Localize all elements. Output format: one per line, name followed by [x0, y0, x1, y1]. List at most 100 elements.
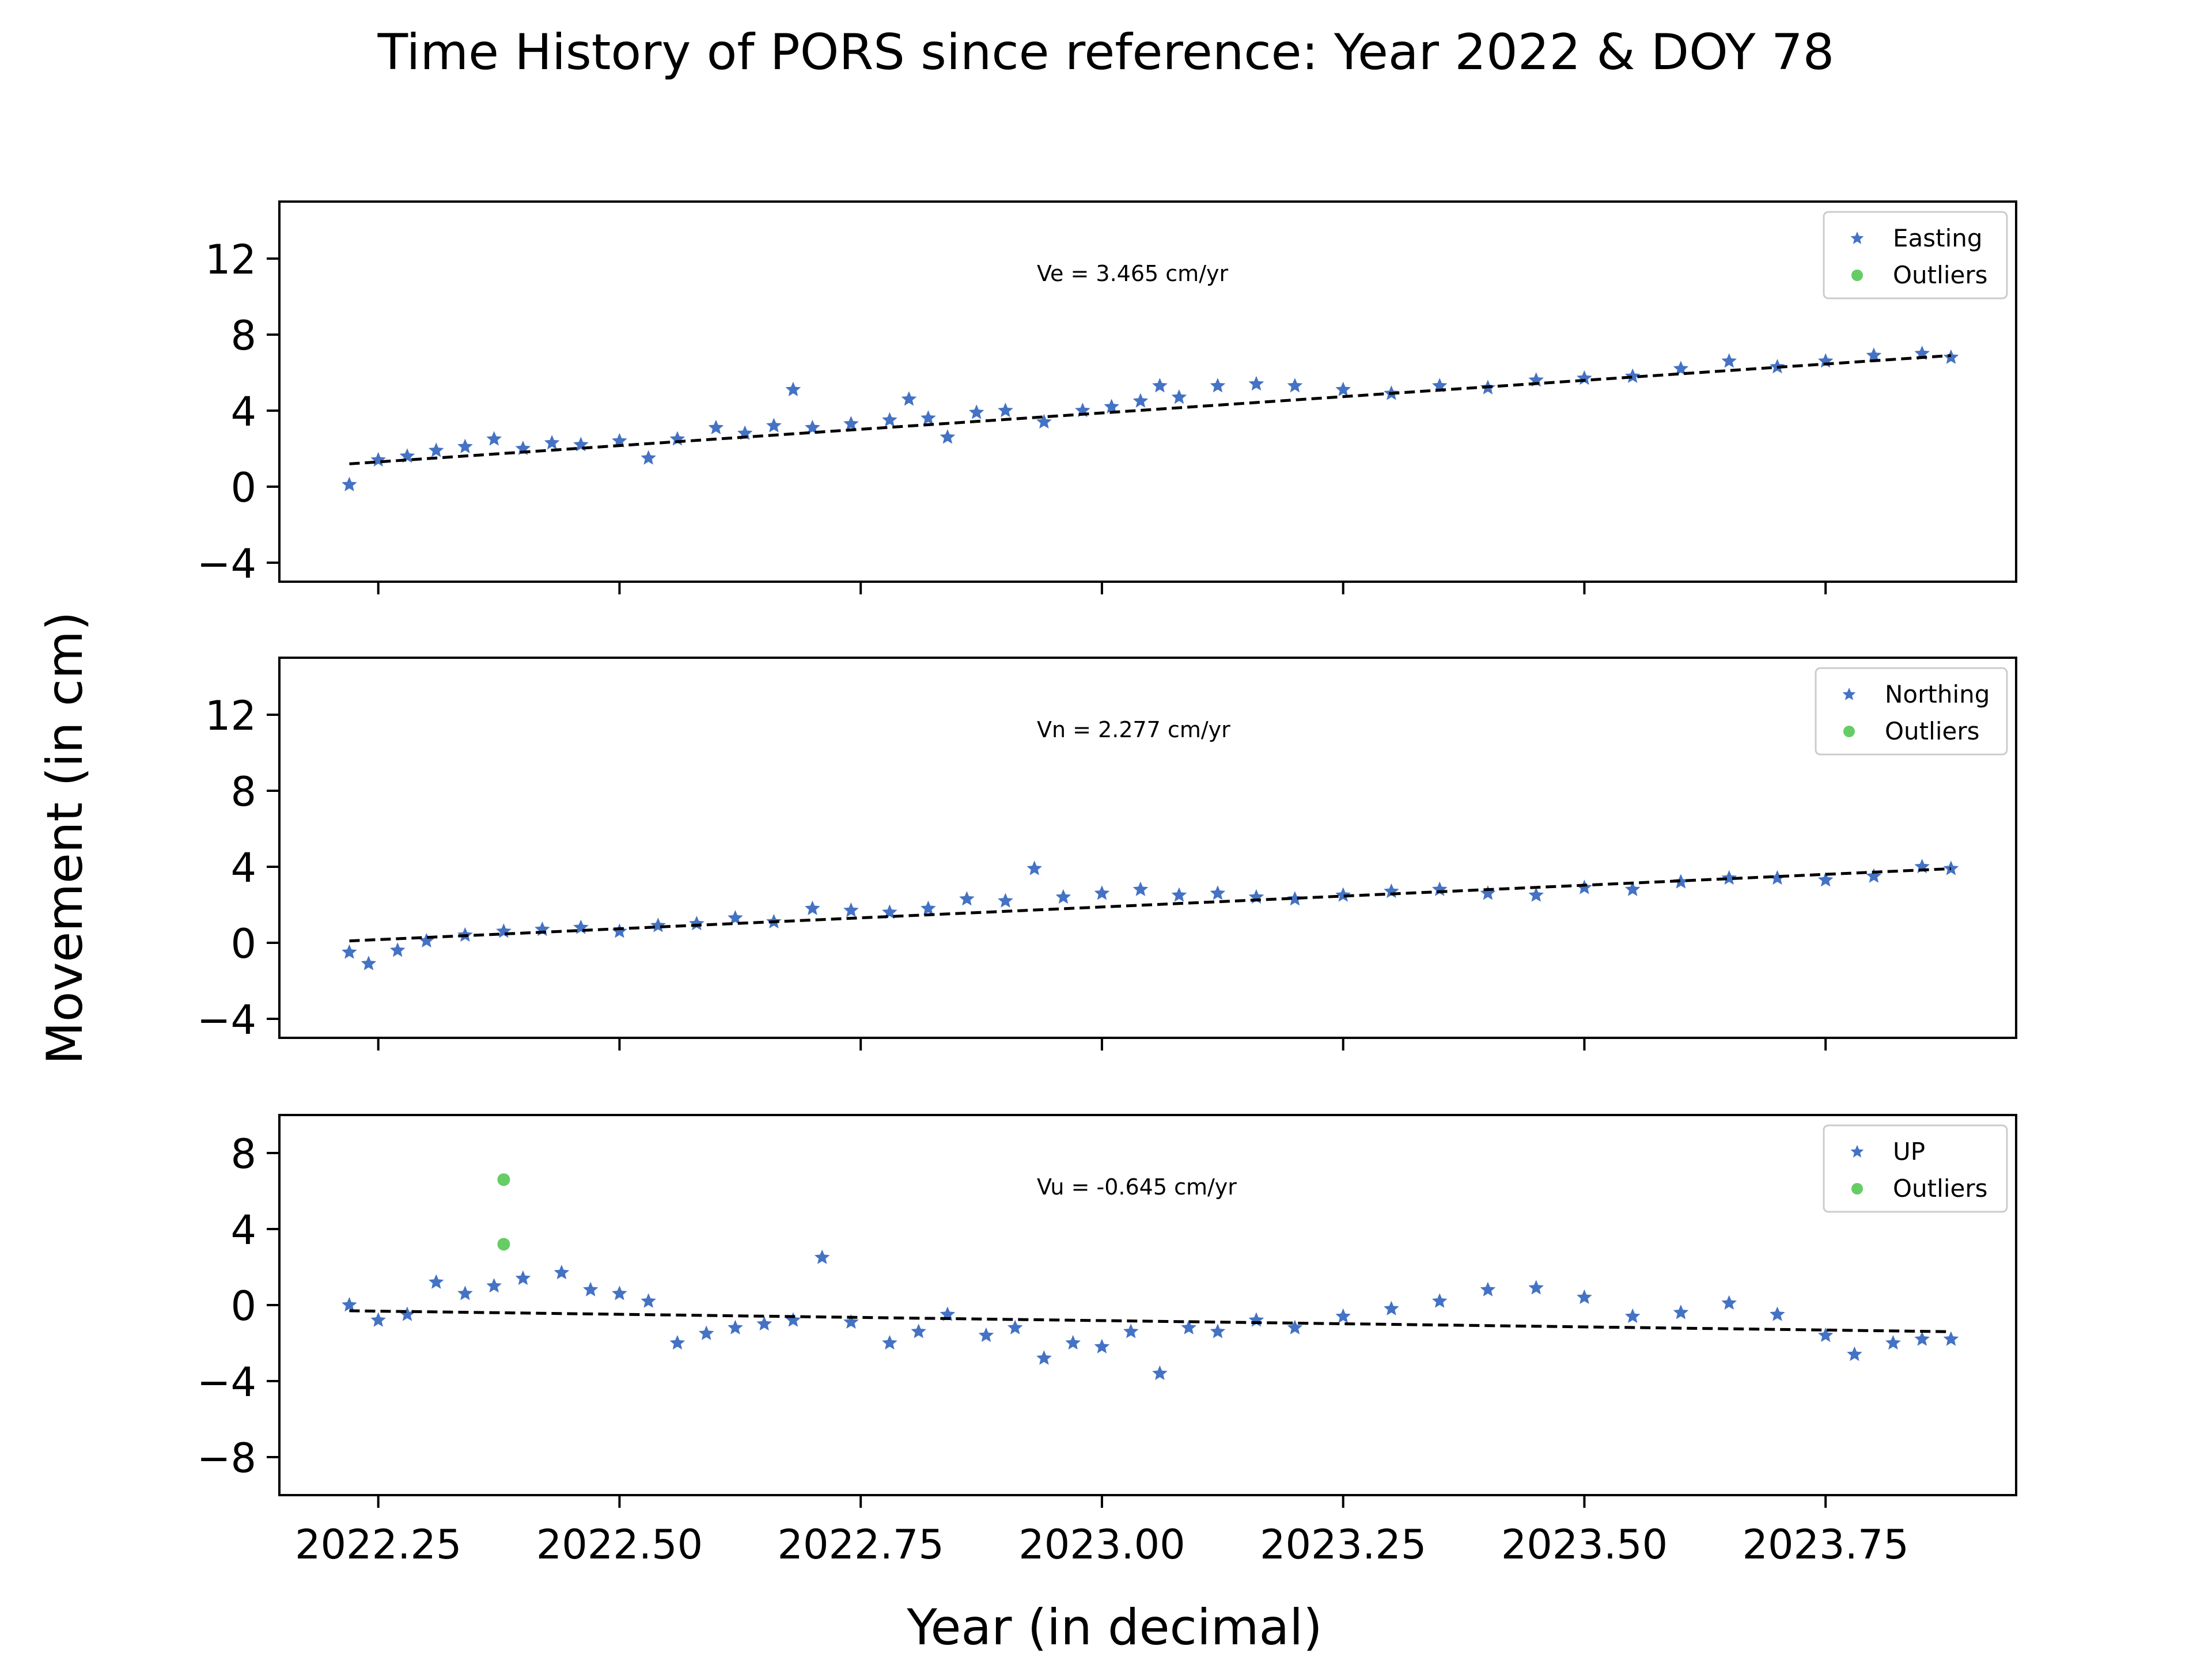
trend-line	[349, 867, 1952, 943]
outlier-point	[497, 1173, 510, 1186]
data-point	[1577, 879, 1592, 894]
data-point	[1847, 1346, 1862, 1362]
data-point	[1248, 1312, 1264, 1327]
data-point	[978, 1327, 994, 1343]
data-point	[843, 416, 859, 431]
data-point	[882, 412, 897, 427]
data-point	[805, 419, 820, 434]
y-tick-label: −4	[197, 540, 256, 587]
legend: Easting Outliers	[1823, 211, 2008, 299]
data-point	[1287, 891, 1303, 906]
data-point	[1104, 399, 1119, 414]
data-point	[1210, 1324, 1226, 1338]
data-point	[1171, 389, 1187, 404]
data-point	[1335, 887, 1351, 902]
data-point	[756, 1316, 772, 1331]
data-point	[1027, 860, 1042, 875]
y-axis-label: Movement (in cm)	[36, 612, 94, 1065]
legend-series-label: Easting	[1893, 224, 1983, 252]
data-point	[1480, 1281, 1496, 1296]
data-point	[1335, 1308, 1351, 1324]
data-point	[1673, 1304, 1689, 1319]
data-point	[940, 429, 956, 444]
data-point	[1624, 1308, 1641, 1324]
data-point	[959, 891, 975, 906]
y-tick-label: 8	[230, 312, 256, 359]
legend-series-label: Northing	[1885, 680, 1990, 708]
y-tick-label: −4	[197, 996, 256, 1044]
data-point	[1721, 353, 1737, 368]
data-point	[805, 900, 820, 915]
legend-frame	[1815, 667, 2008, 756]
x-tick-label: 2022.25	[295, 1521, 461, 1568]
outlier-point	[497, 1238, 510, 1251]
x-tick-label: 2023.50	[1501, 1521, 1668, 1568]
data-point	[1152, 378, 1168, 393]
data-point	[496, 923, 512, 938]
data-point	[998, 893, 1013, 908]
data-point	[1673, 874, 1689, 889]
data-point	[1770, 870, 1785, 885]
data-point	[1094, 885, 1110, 900]
data-point	[544, 435, 560, 450]
data-point	[1577, 1289, 1592, 1304]
northing-series	[342, 859, 1959, 970]
data-point	[1123, 1324, 1139, 1338]
y-tick-label: 0	[230, 464, 256, 511]
data-point	[1132, 393, 1149, 408]
data-point	[612, 923, 627, 938]
data-point	[428, 442, 444, 457]
axes-frame	[278, 200, 2017, 583]
data-point	[612, 1285, 627, 1300]
legend-frame	[1823, 211, 2008, 299]
data-point	[728, 910, 743, 925]
data-point	[1007, 1319, 1023, 1334]
data-point	[650, 917, 666, 932]
legend-series-label: UP	[1893, 1137, 1925, 1166]
easting-series	[342, 346, 1959, 491]
data-point	[843, 902, 859, 917]
y-tick-label: 4	[230, 844, 256, 892]
data-point	[1866, 868, 1882, 883]
data-point	[1624, 368, 1641, 383]
data-point	[1181, 1319, 1196, 1334]
data-point	[342, 1297, 357, 1312]
data-point	[486, 431, 502, 446]
panel-up: −8 −4 0 4 8 2022.25 2022.50 2022.75 2023.00 2023.…	[197, 1114, 2017, 1568]
y-tick-label: 8	[230, 768, 256, 816]
data-point	[370, 1312, 386, 1327]
data-point	[814, 1249, 830, 1264]
legend: Northing Outliers	[1815, 667, 2008, 756]
data-point	[921, 900, 936, 915]
legend: UP Outliers	[1823, 1124, 2008, 1213]
data-point	[1036, 414, 1052, 429]
data-point	[1152, 1365, 1168, 1381]
data-point	[1770, 1306, 1785, 1321]
data-point	[1248, 376, 1264, 391]
data-point	[1885, 1335, 1901, 1350]
data-point	[998, 403, 1013, 418]
legend-series-marker	[1842, 688, 1856, 700]
y-tick-label: −8	[197, 1435, 256, 1482]
x-tick-label: 2022.75	[777, 1521, 944, 1568]
legend-series-marker	[1850, 1145, 1864, 1158]
data-point	[582, 1281, 599, 1296]
data-point	[486, 1278, 502, 1293]
data-point	[1673, 361, 1689, 376]
data-point	[1094, 1338, 1110, 1353]
data-point	[1480, 885, 1496, 900]
legend-frame	[1823, 1124, 2008, 1213]
data-point	[1287, 378, 1303, 393]
x-axis-label: Year (in decimal)	[906, 1599, 1322, 1656]
y-tick-label: 12	[205, 236, 256, 283]
data-point	[1210, 378, 1226, 393]
data-point	[1943, 1331, 1959, 1346]
data-point	[389, 942, 406, 957]
data-point	[342, 476, 357, 491]
data-point	[1721, 1295, 1737, 1310]
data-point	[1817, 353, 1834, 368]
up-series	[342, 1249, 1959, 1381]
data-point	[901, 391, 917, 406]
data-point	[911, 1324, 926, 1338]
data-point	[669, 1335, 685, 1350]
